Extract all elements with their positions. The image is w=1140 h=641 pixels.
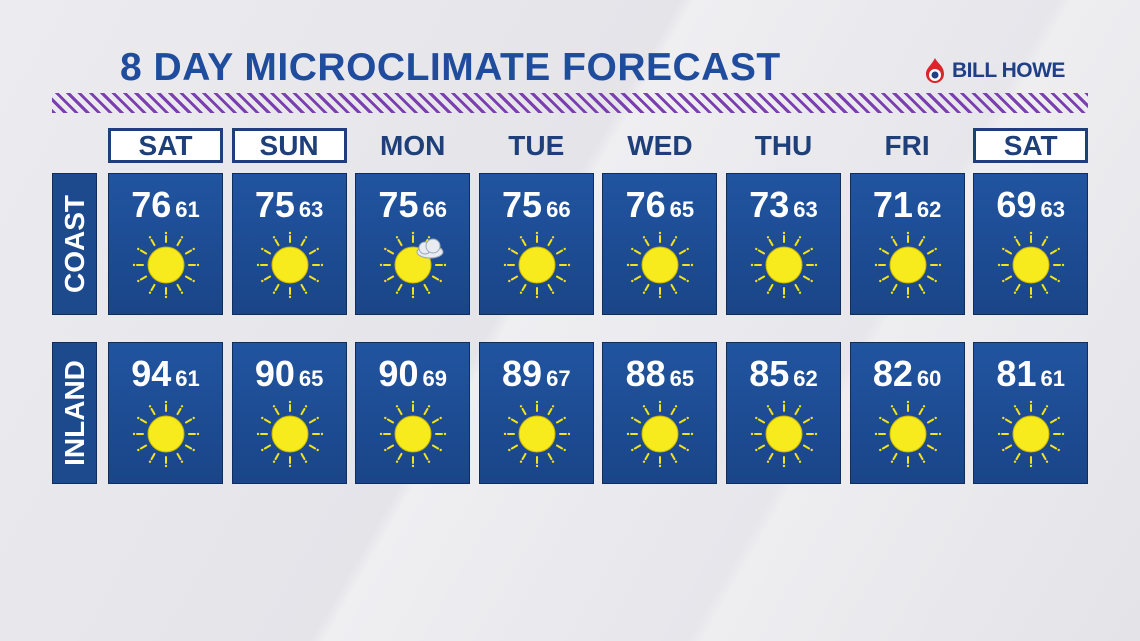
low-temp: 63 [298, 197, 324, 222]
temps: 69 63 [974, 184, 1087, 226]
temps: 94 61 [109, 353, 222, 395]
low-temp: 62 [793, 366, 818, 391]
region-label: INLAND [58, 360, 90, 466]
low-temp: 61 [175, 197, 200, 222]
temps: 75 66 [356, 184, 469, 226]
temps: 82 60 [851, 353, 964, 395]
day-label: SAT [973, 128, 1089, 163]
temps: 76 65 [603, 184, 716, 226]
forecast-cell: 75 66 [355, 173, 471, 315]
sun-icon [627, 400, 694, 468]
title: 8 DAY MICROCLIMATE FORECAST [120, 46, 781, 89]
high-temp: 89 [502, 353, 543, 394]
temps: 75 66 [480, 184, 593, 226]
day-label: SAT [108, 128, 223, 163]
sun-icon [997, 400, 1065, 468]
sun-icon [997, 231, 1065, 299]
low-temp: 66 [422, 197, 447, 222]
high-temp: 94 [131, 353, 172, 394]
low-temp: 65 [669, 197, 695, 222]
sun-icon [627, 231, 694, 299]
forecast-cell: 73 63 [726, 173, 841, 315]
low-temp: 63 [1040, 197, 1065, 222]
high-temp: 75 [254, 184, 295, 225]
high-temp: 88 [625, 353, 666, 394]
low-temp: 60 [916, 366, 942, 391]
high-temp: 71 [872, 184, 913, 225]
forecast-cell: 76 61 [108, 173, 223, 315]
day-label: SUN [231, 128, 347, 163]
high-temp: 82 [872, 353, 913, 394]
day-label: FRI [884, 130, 930, 161]
region-label-box: INLAND [52, 342, 97, 484]
logo: BILL HOWE [922, 56, 1065, 86]
temps: 76 61 [109, 184, 222, 226]
forecast-cell: 88 65 [602, 342, 718, 484]
sun-icon [379, 400, 447, 468]
forecast-cell: 94 61 [108, 342, 223, 484]
logo-text: BILL HOWE [952, 59, 1065, 82]
sun-icon [503, 231, 570, 299]
high-temp: 75 [502, 184, 543, 225]
high-temp: 81 [996, 353, 1037, 394]
partly-cloudy-icon [379, 231, 447, 299]
low-temp: 63 [793, 197, 818, 222]
sun-icon [750, 231, 818, 299]
high-temp: 76 [131, 184, 172, 225]
sun-icon [874, 231, 941, 299]
region-label-box: COAST [52, 173, 97, 315]
temps: 85 62 [727, 353, 840, 395]
low-temp: 66 [546, 197, 571, 222]
temps: 88 65 [603, 353, 716, 395]
forecast-cell: 82 60 [849, 342, 965, 484]
high-temp: 76 [625, 184, 666, 225]
low-temp: 67 [546, 366, 571, 391]
low-temp: 65 [298, 366, 324, 391]
forecast-cell: 71 62 [849, 173, 965, 315]
forecast-cell: 90 65 [231, 342, 347, 484]
high-temp: 90 [378, 353, 419, 394]
day-label: WED [627, 130, 693, 161]
low-temp: 62 [916, 197, 942, 222]
forecast-cell: 85 62 [726, 342, 841, 484]
stripe [52, 93, 1088, 113]
sun-icon [256, 400, 323, 468]
forecast-cell: 75 63 [231, 173, 347, 315]
temps: 90 65 [233, 353, 346, 395]
low-temp: 69 [422, 366, 447, 391]
high-temp: 85 [749, 353, 790, 394]
low-temp: 65 [669, 366, 695, 391]
forecast-cell: 81 61 [973, 342, 1089, 484]
high-temp: 73 [749, 184, 790, 225]
forecast-cell: 76 65 [602, 173, 718, 315]
day-label: THU [754, 130, 813, 161]
forecast-cell: 90 69 [355, 342, 471, 484]
sun-icon [132, 400, 200, 468]
day-label: TUE [508, 130, 565, 161]
high-temp: 75 [378, 184, 419, 225]
forecast-cell: 75 66 [478, 173, 594, 315]
forecast-cell: 89 67 [478, 342, 594, 484]
region-label: COAST [58, 195, 90, 293]
high-temp: 90 [254, 353, 295, 394]
low-temp: 61 [175, 366, 200, 391]
sun-icon [256, 231, 323, 299]
sun-icon [132, 231, 200, 299]
high-temp: 69 [996, 184, 1037, 225]
temps: 71 62 [851, 184, 964, 226]
sun-icon [503, 400, 570, 468]
sun-icon [750, 400, 818, 468]
day-label: MON [380, 130, 446, 161]
temps: 81 61 [974, 353, 1087, 395]
temps: 89 67 [480, 353, 593, 395]
temps: 73 63 [727, 184, 840, 226]
low-temp: 61 [1040, 366, 1065, 391]
sun-icon [874, 400, 941, 468]
forecast-cell: 69 63 [973, 173, 1089, 315]
temps: 90 69 [356, 353, 469, 395]
logo-icon [926, 58, 944, 83]
temps: 75 63 [233, 184, 346, 226]
